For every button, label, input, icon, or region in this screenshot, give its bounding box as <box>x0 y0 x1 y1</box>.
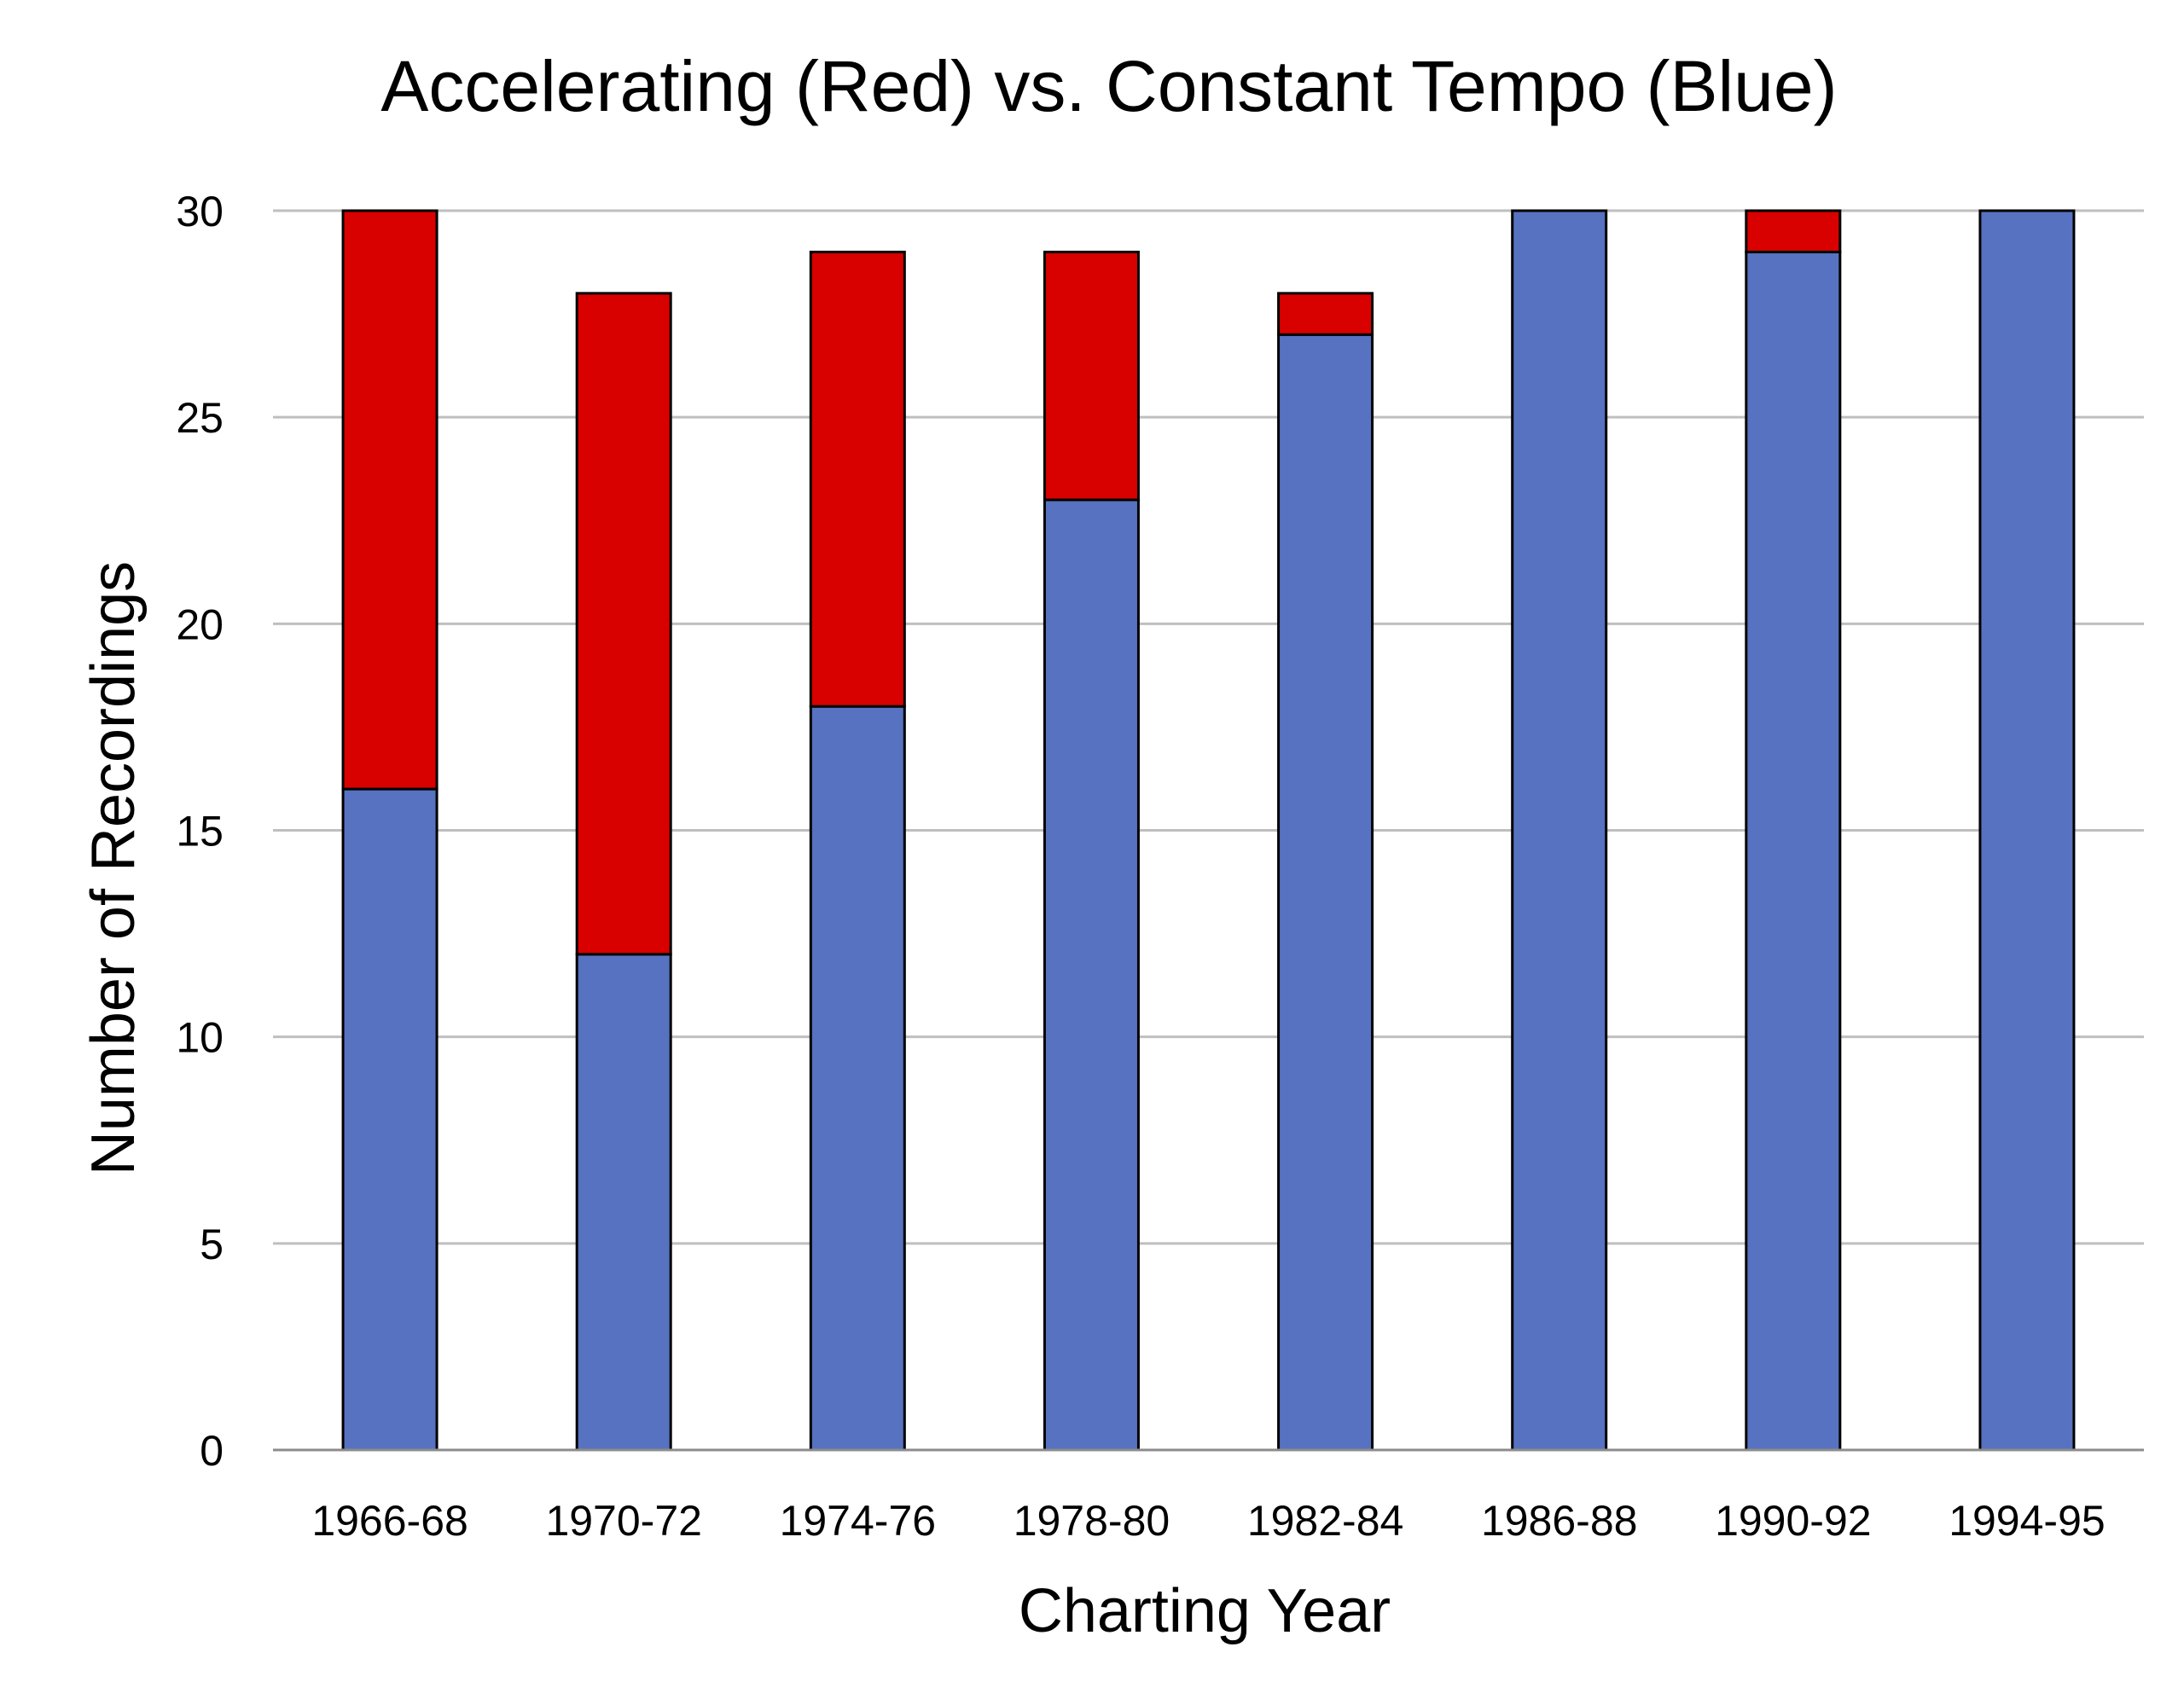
x-axis-title: Charting Year <box>1019 1577 1391 1645</box>
y-tick-label: 10 <box>176 1014 224 1062</box>
y-tick-label: 30 <box>176 188 224 235</box>
bar-segment-accelerating <box>1745 209 1842 253</box>
bar-segment-accelerating <box>1277 292 1374 336</box>
y-tick-label: 5 <box>200 1221 224 1268</box>
bar-segment-constant <box>575 953 672 1452</box>
bar-segment-constant <box>1043 498 1140 1452</box>
bars <box>341 209 2076 1452</box>
x-axis-ticks: 1966-68 1970-72 1974-76 1978-80 1982-84 1986-… <box>311 1497 2105 1545</box>
x-tick-label: 1982-84 <box>1247 1497 1404 1545</box>
y-tick-label: 0 <box>200 1427 224 1475</box>
x-tick-label: 1990-92 <box>1715 1497 1872 1545</box>
bar-segment-accelerating <box>809 250 906 708</box>
bar-segment-accelerating <box>575 292 672 956</box>
chart-title: Accelerating (Red) vs. Constant Tempo (B… <box>380 46 1837 126</box>
gridlines <box>273 209 2144 1245</box>
y-axis-title: Number of Recordings <box>79 561 148 1175</box>
y-axis-ticks: 0 5 10 15 20 25 30 <box>176 188 224 1475</box>
x-tick-label: 1970-72 <box>545 1497 702 1545</box>
bar-segment-accelerating <box>1043 250 1140 502</box>
y-tick-label: 15 <box>176 808 224 855</box>
x-tick-label: 1994-95 <box>1949 1497 2106 1545</box>
bar-segment-constant <box>1277 333 1374 1452</box>
bar-segment-constant <box>809 705 906 1452</box>
bar-segment-constant <box>1511 209 1608 1452</box>
y-tick-label: 25 <box>176 394 224 442</box>
bar-segment-constant <box>1745 250 1842 1452</box>
x-tick-label: 1986-88 <box>1481 1497 1638 1545</box>
x-tick-label: 1966-68 <box>311 1497 468 1545</box>
x-tick-label: 1978-80 <box>1014 1497 1170 1545</box>
bar-segment-constant <box>341 787 439 1452</box>
y-tick-label: 20 <box>176 600 224 648</box>
x-tick-label: 1974-76 <box>780 1497 937 1545</box>
bar-segment-accelerating <box>341 209 439 791</box>
bar-segment-constant <box>1978 209 2076 1452</box>
